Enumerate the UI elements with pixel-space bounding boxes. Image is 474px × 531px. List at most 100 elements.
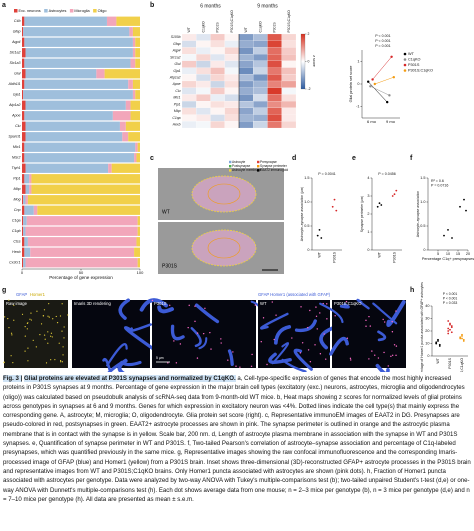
astrocyte-process xyxy=(375,363,390,372)
em-legend-swatch xyxy=(229,169,232,172)
p-value: P = 0.033 xyxy=(443,301,458,305)
heat-cell xyxy=(196,94,211,102)
assoc-puncta xyxy=(383,321,386,323)
bar-segment xyxy=(25,163,109,173)
assoc-puncta xyxy=(167,362,169,364)
gene-label: Glul xyxy=(14,72,21,76)
legend-swatch xyxy=(93,9,97,13)
assoc-puncta xyxy=(194,320,196,323)
bar-segment xyxy=(22,100,26,110)
assoc-puncta xyxy=(346,337,349,339)
data-point xyxy=(449,322,451,325)
assoc-puncta xyxy=(307,326,309,329)
x-tick-label: 20 xyxy=(466,252,470,256)
bar-segment xyxy=(27,195,140,205)
assoc-puncta xyxy=(151,299,154,302)
panel-letter: g xyxy=(2,287,6,294)
em-legend-swatch xyxy=(257,160,260,164)
bar-segment xyxy=(137,142,140,152)
colorbar xyxy=(300,33,306,90)
bar-segment xyxy=(22,184,26,194)
bar-segment xyxy=(135,90,140,100)
heat-cell xyxy=(196,80,211,88)
data-point xyxy=(459,337,462,340)
bar-segment xyxy=(25,184,30,194)
heat-cell xyxy=(210,101,225,108)
assoc-puncta xyxy=(273,338,275,341)
gene-label: Ttyh1 xyxy=(12,166,21,170)
y-tick-label: 0 xyxy=(423,248,425,252)
heat-cell xyxy=(238,121,254,129)
heat-cell xyxy=(224,47,240,55)
x-tick-label: 100 xyxy=(137,270,144,275)
puncta xyxy=(26,322,28,325)
data-point xyxy=(450,326,453,329)
view-label: Imaris 3D rendering xyxy=(74,301,111,306)
x-tick-label: 5 xyxy=(437,252,439,256)
series-line xyxy=(370,86,390,96)
data-point xyxy=(320,237,323,239)
assoc-puncta xyxy=(187,326,189,329)
bar-segment xyxy=(132,79,140,89)
gene-label: Cx3cr1 xyxy=(9,261,20,265)
bar-segment xyxy=(22,27,24,37)
heat-cell xyxy=(267,60,282,68)
heat-cell xyxy=(224,114,240,122)
bar-segment xyxy=(24,142,136,152)
puncta xyxy=(30,319,33,321)
heat-cell xyxy=(238,33,254,41)
bar-segment xyxy=(137,226,140,236)
heat-cell xyxy=(253,101,268,108)
assoc-puncta xyxy=(266,363,268,366)
puncta xyxy=(62,346,64,348)
bar-segment xyxy=(130,111,140,121)
series-point xyxy=(373,82,376,86)
gene-label: Ntsr2 xyxy=(12,156,21,160)
heat-cell xyxy=(196,121,211,129)
heat-cell xyxy=(253,54,268,61)
channel-label: Homer1 xyxy=(30,292,46,297)
panel-letter: h xyxy=(410,287,414,294)
assoc-puncta xyxy=(319,353,322,355)
assoc-puncta xyxy=(250,365,253,368)
group-label: 9 months xyxy=(257,3,278,9)
scatter-point xyxy=(443,234,445,237)
bar-segment xyxy=(132,90,136,100)
gene-label: Clu xyxy=(15,124,20,128)
heat-cell xyxy=(253,80,268,88)
astrocyte-process xyxy=(377,330,387,342)
bar-segment xyxy=(125,100,131,110)
heat-cell xyxy=(210,80,225,88)
caption-title: Glial proteins are elevated at P301S syn… xyxy=(24,375,236,382)
puncta xyxy=(63,337,65,339)
astrocyte-process xyxy=(190,327,202,348)
y-tick-label: 1.5 xyxy=(304,176,309,180)
y-tick-label: 4 xyxy=(367,176,369,180)
puncta xyxy=(60,361,62,363)
data-point xyxy=(437,338,439,341)
puncta xyxy=(43,334,46,336)
astrocyte-process xyxy=(386,300,406,328)
bar-segment xyxy=(134,247,140,257)
bar-segment xyxy=(23,195,26,205)
data-point xyxy=(395,189,398,192)
assoc-puncta xyxy=(254,304,257,306)
puncta xyxy=(48,303,50,305)
bar-segment xyxy=(132,37,136,47)
row-label: Glul xyxy=(174,62,180,66)
em-legend-swatch xyxy=(257,169,260,172)
bar-segment xyxy=(22,142,25,152)
gene-label: Sparcl1 xyxy=(8,135,20,139)
scatter-point xyxy=(447,228,449,231)
astrocyte-process xyxy=(194,303,220,324)
heat-cell xyxy=(238,47,254,55)
panel-letter: c xyxy=(150,155,154,162)
astrocyte-process xyxy=(227,349,234,366)
bar-segment xyxy=(128,132,140,142)
puncta xyxy=(39,333,41,336)
view-label: Raw image xyxy=(6,301,28,306)
gene-label: Aqp4 xyxy=(11,40,20,44)
puncta xyxy=(8,299,10,301)
heat-cell xyxy=(181,107,197,115)
gene-label: C1qb xyxy=(12,229,21,233)
